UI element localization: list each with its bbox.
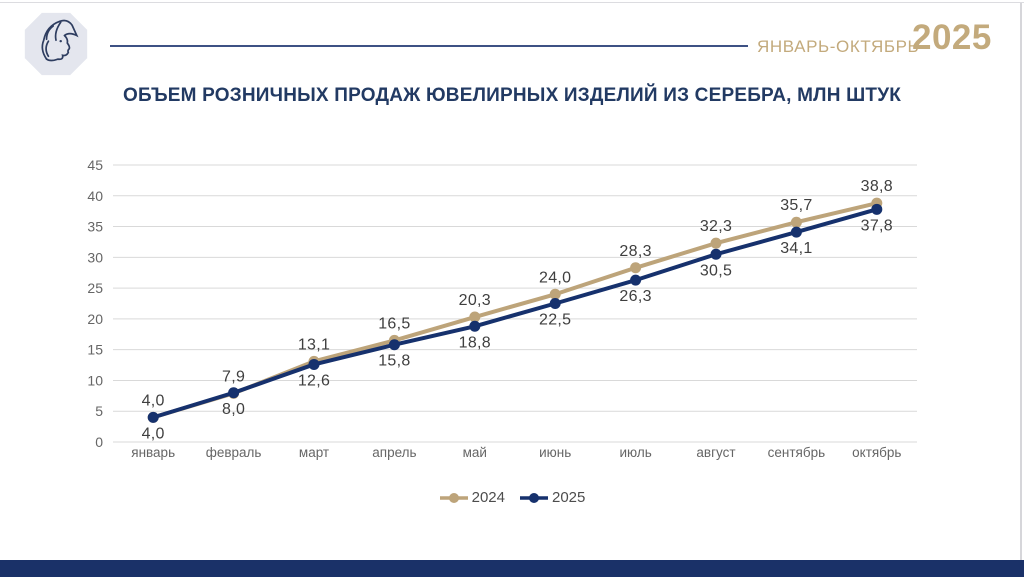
- y-axis-tick-label: 15: [87, 342, 103, 358]
- y-axis-tick-label: 25: [87, 280, 103, 296]
- data-point-label-2024: 16,5: [378, 315, 410, 332]
- chart-legend: 2024 2025: [0, 489, 1024, 506]
- y-axis-tick-label: 0: [95, 434, 103, 450]
- footer-bar: [0, 560, 1024, 577]
- logo-profile-lineart: [41, 19, 79, 62]
- x-axis-tick-label: март: [299, 445, 329, 460]
- x-axis-tick-label: октябрь: [852, 445, 901, 460]
- x-axis-tick-label: февраль: [206, 445, 262, 460]
- period-label: ЯНВАРЬ-ОКТЯБРЬ: [757, 37, 920, 56]
- data-point-label-2025: 12,6: [298, 372, 330, 389]
- legend-item-2024: 2024: [439, 489, 505, 506]
- data-point-label-2024: 35,7: [780, 197, 812, 214]
- data-point-label-2024: 4,0: [142, 392, 165, 409]
- data-point-2025: [388, 339, 400, 351]
- data-point-label-2025: 4,0: [142, 425, 165, 442]
- data-point-label-2024: 28,3: [619, 243, 651, 260]
- data-point-label-2024: 38,8: [861, 178, 893, 195]
- data-point-2025: [790, 226, 802, 238]
- data-point-2025: [630, 274, 642, 286]
- data-point-2025: [147, 411, 159, 423]
- right-border-line: [1020, 3, 1022, 560]
- data-point-2025: [308, 358, 320, 370]
- data-point-label-2024: 13,1: [298, 336, 330, 353]
- data-point-2024: [549, 288, 561, 300]
- y-axis-tick-label: 35: [87, 219, 103, 235]
- series-line-2024: [151, 201, 879, 420]
- legend-label-2024: 2024: [471, 489, 505, 506]
- x-axis-tick-label: апрель: [372, 445, 416, 460]
- data-point-2025: [871, 203, 883, 215]
- y-axis-tick-label: 5: [95, 403, 103, 419]
- year-label: 2025: [912, 18, 992, 57]
- legend-marker-2025: [520, 492, 548, 503]
- data-point-label-2025: 37,8: [861, 217, 893, 234]
- data-point-label-2024: 20,3: [459, 292, 491, 309]
- logo-octagon: [24, 12, 88, 76]
- data-point-2024: [469, 311, 481, 323]
- data-point-label-2024: 32,3: [700, 218, 732, 235]
- data-point-2024: [710, 237, 722, 249]
- x-axis-tick-label: май: [463, 445, 487, 460]
- y-axis-tick-label: 20: [87, 311, 103, 327]
- sales-line-chart: 0 5 10 15 20 25 30 35 40 45 январь февраль март апрел…: [87, 157, 917, 460]
- y-axis-tick-label: 10: [87, 372, 103, 388]
- data-point-2025: [549, 298, 561, 309]
- data-point-label-2025: 18,8: [459, 334, 491, 351]
- x-axis-tick-label: январь: [131, 445, 175, 460]
- x-axis-tick-label: июнь: [539, 445, 571, 460]
- data-point-label-2025: 34,1: [780, 240, 812, 257]
- data-point-label-2025: 15,8: [378, 353, 410, 370]
- data-point-label-2024: 7,9: [222, 368, 245, 385]
- y-axis-tick-label: 40: [87, 188, 103, 204]
- top-border-line: [0, 2, 1024, 3]
- data-point-label-2025: 22,5: [539, 312, 571, 329]
- y-axis-tick-label: 45: [87, 157, 103, 173]
- woman-profile-octagon-logo: [24, 12, 88, 76]
- data-point-label-2024: 24,0: [539, 269, 571, 286]
- legend-marker-2024: [439, 492, 468, 503]
- chart-title: ОБЪЕМ РОЗНИЧНЫХ ПРОДАЖ ЮВЕЛИРНЫХ ИЗДЕЛИЙ…: [122, 85, 902, 106]
- series-line-2025: [151, 207, 879, 420]
- x-axis-tick-label: сентябрь: [768, 445, 825, 460]
- y-axis-tick-label: 30: [87, 249, 103, 265]
- data-point-2024: [790, 216, 802, 228]
- x-axis-tick-label: август: [696, 445, 735, 460]
- data-point-label-2025: 26,3: [619, 288, 651, 305]
- x-axis-tick-label: июль: [619, 445, 651, 460]
- data-point-2025: [710, 248, 722, 260]
- data-point-2025: [469, 320, 481, 332]
- data-point-label-2025: 8,0: [222, 401, 245, 418]
- data-point-2024: [630, 262, 642, 274]
- data-point-2025: [228, 387, 240, 399]
- data-point-label-2025: 30,5: [700, 262, 732, 279]
- legend-label-2025: 2025: [552, 489, 586, 506]
- legend-item-2025: 2025: [519, 489, 585, 506]
- header-rule: [110, 45, 748, 47]
